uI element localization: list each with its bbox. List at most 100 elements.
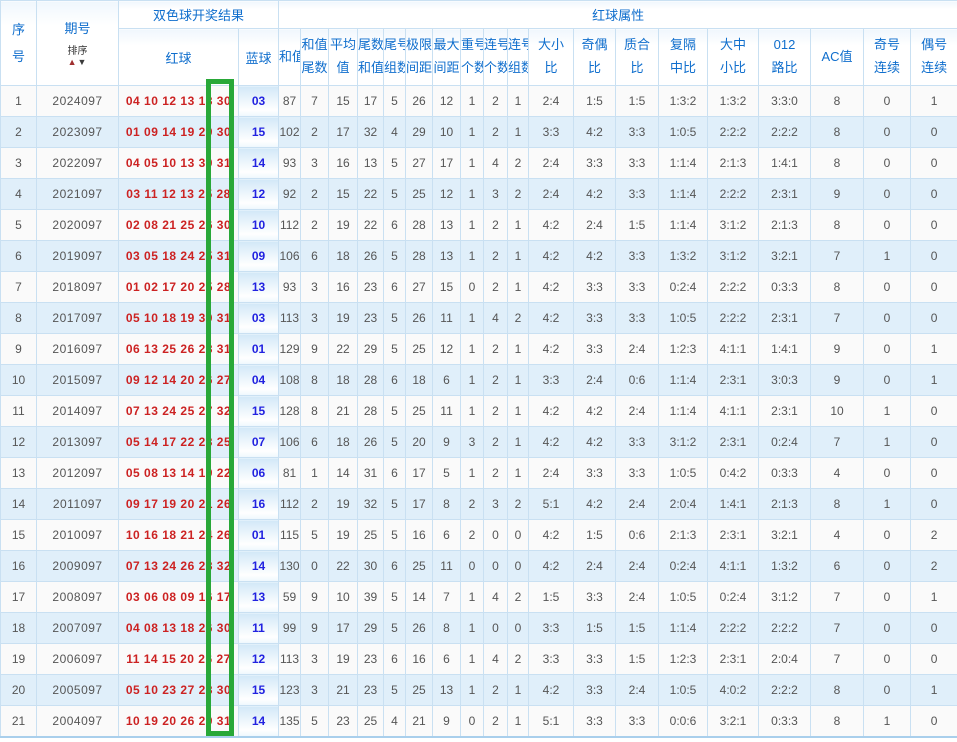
attr-cell-consecutive-groups: 0 bbox=[507, 519, 530, 551]
attr-cell-max-span: 6 bbox=[432, 519, 462, 551]
attr-cell-odd-consecutive: 0 bbox=[863, 85, 912, 117]
attr-cell-average: 15 bbox=[328, 178, 359, 210]
attr-cell-consecutive-count: 4 bbox=[483, 643, 509, 675]
red-balls-cell: 04 05 10 13 30 31 bbox=[118, 147, 239, 179]
attr-cell-big-small-ratio: 4:2 bbox=[528, 240, 575, 272]
attr-cell-max-span: 12 bbox=[432, 178, 462, 210]
attr-cell-sum: 59 bbox=[278, 581, 302, 613]
attr-cell-road-012-ratio: 0:3:3 bbox=[758, 271, 812, 303]
attr-cell-consecutive-count: 2 bbox=[483, 271, 509, 303]
attr-cell-tail-sum: 25 bbox=[357, 705, 385, 737]
attr-cell-max-span: 12 bbox=[432, 333, 462, 365]
period-cell: 2023097 bbox=[36, 116, 119, 148]
attr-cell-odd-consecutive: 0 bbox=[863, 178, 912, 210]
attr-cell-limit-span: 27 bbox=[405, 271, 434, 303]
attr-cell-sum: 129 bbox=[278, 333, 302, 365]
red-balls-cell: 05 08 13 14 19 22 bbox=[118, 457, 239, 489]
table-row: 11 2014097 07 13 24 25 27 32 15 128 8 21 28 5 25 1… bbox=[0, 395, 957, 427]
attr-cell-consecutive-groups: 1 bbox=[507, 271, 530, 303]
attr-cell-consecutive-count: 2 bbox=[483, 705, 509, 737]
attr-cell-road-012-ratio: 3:1:2 bbox=[758, 581, 812, 613]
attr-cell-sum-tail: 9 bbox=[300, 581, 330, 613]
attr-cell-fu-ge-zhong-ratio: 0:2:4 bbox=[658, 550, 709, 582]
blue-ball-cell: 14 bbox=[237, 147, 280, 179]
attr-cell-big-mid-small-ratio: 2:3:1 bbox=[707, 426, 760, 458]
attr-cell-consecutive-groups: 2 bbox=[507, 581, 530, 613]
attr-cell-odd-consecutive: 0 bbox=[863, 364, 912, 396]
attr-cell-max-span: 8 bbox=[432, 488, 462, 520]
attr-cell-prime-composite-ratio: 3:3 bbox=[615, 457, 660, 489]
attr-cell-average: 18 bbox=[328, 426, 359, 458]
blue-ball-cell: 14 bbox=[237, 550, 280, 582]
attr-cell-repeat-count: 1 bbox=[460, 209, 485, 241]
attr-cell-big-small-ratio: 3:3 bbox=[528, 116, 575, 148]
attr-cell-max-span: 13 bbox=[432, 240, 462, 272]
period-cell: 2008097 bbox=[36, 581, 119, 613]
attr-cell-sum: 113 bbox=[278, 302, 302, 334]
col-header-ac-value: AC值 bbox=[810, 28, 865, 86]
attr-cell-repeat-count: 1 bbox=[460, 85, 485, 117]
attr-cell-odd-consecutive: 0 bbox=[863, 302, 912, 334]
attr-cell-ac-value: 8 bbox=[810, 674, 865, 706]
sort-asc-icon[interactable]: ▲ bbox=[67, 57, 78, 67]
col-header-limit-span: 极限 间距 bbox=[405, 28, 434, 86]
table-row: 3 2022097 04 05 10 13 30 31 14 93 3 16 13 5 27 17 1… bbox=[0, 147, 957, 179]
attr-cell-big-small-ratio: 2:4 bbox=[528, 147, 575, 179]
period-cell: 2017097 bbox=[36, 302, 119, 334]
attr-cell-even-consecutive: 1 bbox=[910, 333, 957, 365]
col-header-odd-consecutive: 奇号 连续 bbox=[863, 28, 912, 86]
attr-cell-fu-ge-zhong-ratio: 1:1:4 bbox=[658, 147, 709, 179]
period-cell: 2012097 bbox=[36, 457, 119, 489]
attr-cell-consecutive-count: 0 bbox=[483, 612, 509, 644]
col-header-repeat-count: 重号个数 bbox=[460, 28, 485, 86]
attr-cell-road-012-ratio: 2:1:3 bbox=[758, 488, 812, 520]
attr-cell-big-mid-small-ratio: 2:2:2 bbox=[707, 612, 760, 644]
attr-cell-consecutive-groups: 2 bbox=[507, 302, 530, 334]
attr-cell-consecutive-count: 0 bbox=[483, 550, 509, 582]
attr-cell-consecutive-count: 2 bbox=[483, 240, 509, 272]
red-balls-cell: 02 08 21 25 26 30 bbox=[118, 209, 239, 241]
seq-cell: 13 bbox=[0, 457, 37, 489]
attr-cell-even-consecutive: 2 bbox=[910, 550, 957, 582]
period-sort-control[interactable]: 排序 ▲▼ bbox=[38, 46, 118, 68]
col-header-odd-even-ratio: 奇偶比 bbox=[573, 28, 617, 86]
attr-cell-sum: 113 bbox=[278, 643, 302, 675]
table-row: 15 2010097 10 16 18 21 24 26 01 115 5 19 25 5 16 6… bbox=[0, 519, 957, 551]
attr-cell-fu-ge-zhong-ratio: 1:3:2 bbox=[658, 85, 709, 117]
attr-cell-tail-groups: 4 bbox=[383, 116, 407, 148]
attr-cell-big-small-ratio: 4:2 bbox=[528, 550, 575, 582]
blue-ball-cell: 07 bbox=[237, 426, 280, 458]
red-balls-cell: 11 14 15 20 26 27 bbox=[118, 643, 239, 675]
period-cell: 2009097 bbox=[36, 550, 119, 582]
table-row: 14 2011097 09 17 19 20 21 26 16 112 2 19 32 5 17 8… bbox=[0, 488, 957, 520]
attr-cell-odd-consecutive: 1 bbox=[863, 488, 912, 520]
attr-cell-prime-composite-ratio: 1:5 bbox=[615, 612, 660, 644]
attr-cell-sum: 106 bbox=[278, 426, 302, 458]
blue-ball-cell: 04 bbox=[237, 364, 280, 396]
attr-cell-sum-tail: 8 bbox=[300, 395, 330, 427]
sort-desc-icon[interactable]: ▼ bbox=[77, 57, 88, 67]
attr-cell-tail-groups: 6 bbox=[383, 457, 407, 489]
col-header-consecutive-count: 连号 个数 bbox=[483, 28, 509, 86]
attr-cell-max-span: 11 bbox=[432, 302, 462, 334]
attr-cell-consecutive-count: 2 bbox=[483, 395, 509, 427]
red-balls-cell: 03 11 12 13 25 28 bbox=[118, 178, 239, 210]
attr-cell-fu-ge-zhong-ratio: 1:0:5 bbox=[658, 581, 709, 613]
attr-cell-fu-ge-zhong-ratio: 1:0:5 bbox=[658, 302, 709, 334]
col-header-max-span: 最大 间距 bbox=[432, 28, 462, 86]
attr-cell-sum: 123 bbox=[278, 674, 302, 706]
attr-cell-average: 17 bbox=[328, 612, 359, 644]
attr-cell-ac-value: 7 bbox=[810, 581, 865, 613]
attr-cell-consecutive-count: 3 bbox=[483, 488, 509, 520]
attr-cell-limit-span: 26 bbox=[405, 302, 434, 334]
attr-cell-road-012-ratio: 3:2:1 bbox=[758, 519, 812, 551]
period-cell: 2019097 bbox=[36, 240, 119, 272]
attr-cell-even-consecutive: 1 bbox=[910, 674, 957, 706]
attr-cell-tail-sum: 25 bbox=[357, 519, 385, 551]
blue-ball-cell: 16 bbox=[237, 488, 280, 520]
attr-cell-sum: 112 bbox=[278, 488, 302, 520]
table-row: 21 2004097 10 19 20 26 29 31 14 135 5 23 25 4 21 9… bbox=[0, 705, 957, 737]
blue-ball-cell: 01 bbox=[237, 333, 280, 365]
